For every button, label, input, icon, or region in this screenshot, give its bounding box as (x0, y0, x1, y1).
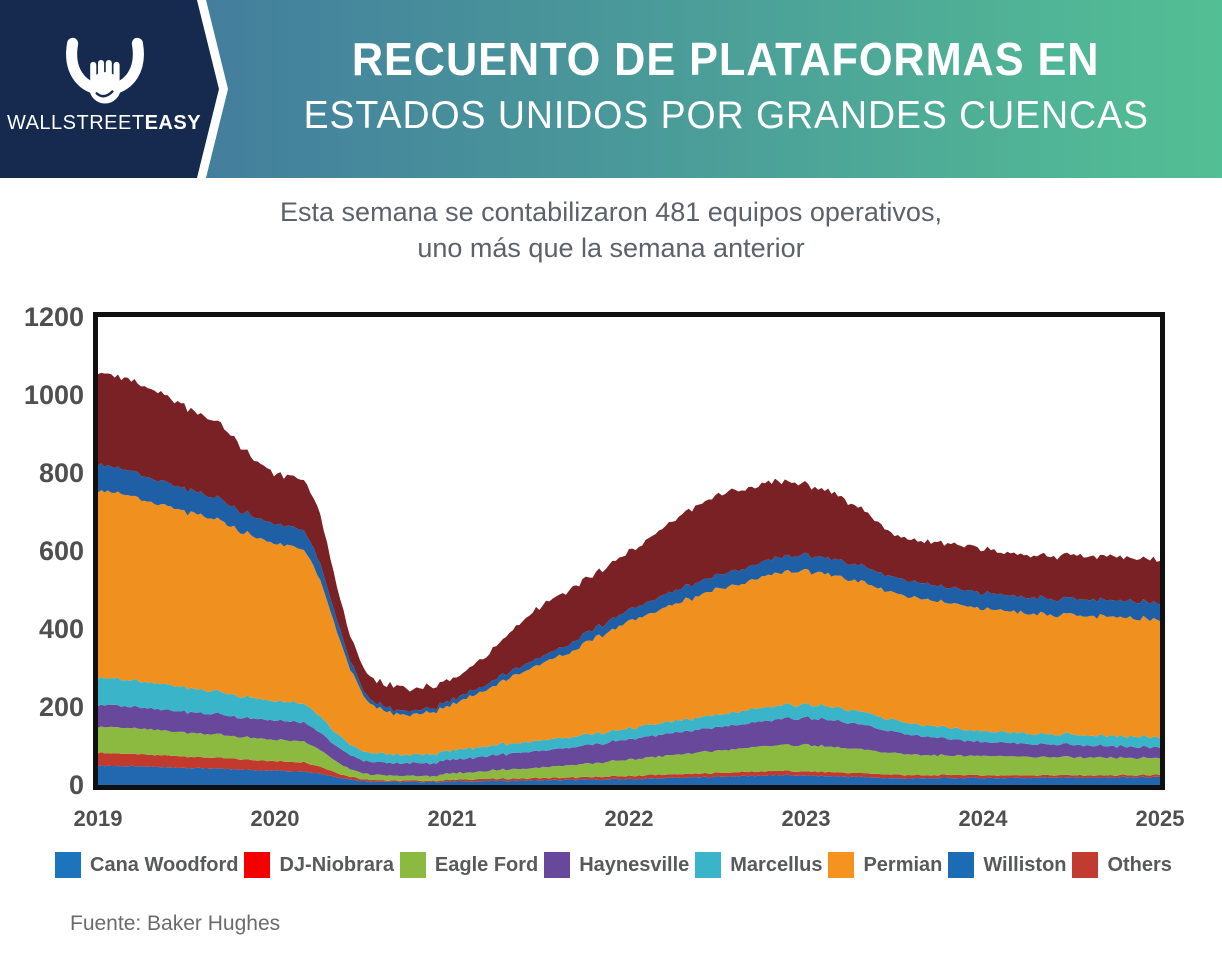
chart-subtitle-line2: uno más que la semana anterior (417, 233, 805, 264)
brand-wordmark-bold: EASY (144, 112, 202, 134)
source-note: Fuente: Baker Hughes (70, 912, 281, 935)
x-tick-label-2019: 2019 (73, 806, 123, 831)
legend-label: Williston (983, 853, 1067, 876)
page-title-line1: RECUENTO DE PLATAFORMAS EN (352, 33, 1100, 85)
chart-subtitle-line1: Esta semana se contabilizaron 481 equipo… (280, 197, 942, 227)
area-series-eagle-ford (98, 726, 1160, 782)
legend-item-dj-niobrara: DJ-Niobrara (244, 852, 394, 878)
legend-item-marcellus: Marcellus (695, 852, 823, 878)
legend-label: Others (1107, 853, 1172, 876)
legend-item-cana-woodford: Cana Woodford (55, 852, 239, 878)
brand-wordmark-light: WALLSTREET (6, 112, 145, 134)
brand-wordmark: WALLSTREETEASY (0, 112, 208, 135)
header-banner: WALLSTREETEASY RECUENTO DE PLATAFORMAS E… (0, 0, 1222, 178)
chart-subtitle: Esta semana se contabilizaron 481 equipo… (0, 194, 1222, 267)
legend-swatch (948, 852, 975, 878)
legend-label: Cana Woodford (90, 853, 239, 876)
legend-item-haynesville: Haynesville (544, 852, 689, 878)
area-series-williston (98, 463, 1160, 717)
legend-swatch (544, 852, 571, 878)
x-tick-label-2025: 2025 (1135, 806, 1185, 831)
stacked-area-svg (98, 372, 1160, 785)
legend-label: Marcellus (730, 853, 823, 876)
chevron-stripe (197, 0, 228, 178)
x-tick-label-2023: 2023 (781, 806, 831, 831)
legend-swatch (244, 852, 271, 878)
y-tick-label-1000: 1000 (23, 380, 84, 410)
x-tick-label-2022: 2022 (604, 806, 654, 831)
x-tick-label-2024: 2024 (958, 806, 1008, 831)
legend-swatch (55, 852, 81, 878)
legend-item-eagle-ford: Eagle Ford (399, 852, 539, 878)
legend-swatch (1072, 852, 1099, 878)
y-tick-label-400: 400 (38, 614, 84, 644)
area-series-permian (98, 490, 1160, 756)
y-tick-label-1200: 1200 (23, 302, 84, 332)
legend-swatch (399, 852, 426, 878)
legend-label: Eagle Ford (434, 853, 539, 876)
plot-area (93, 312, 1165, 790)
brand-panel: WALLSTREETEASY (0, 0, 210, 178)
legend-item-permian: Permian (828, 852, 942, 878)
legend: Cana Woodford DJ-Niobrara Eagle Ford Haynes… (55, 852, 1172, 878)
x-tick-label-2020: 2020 (250, 806, 300, 831)
y-tick-label-0: 0 (68, 770, 84, 800)
legend-swatch (828, 852, 855, 878)
area-series-dj-niobrara (98, 752, 1160, 783)
legend-label: DJ-Niobrara (279, 853, 394, 876)
bull-icon (66, 37, 144, 104)
legend-item-others: Others (1072, 852, 1172, 878)
legend-label: Haynesville (579, 853, 690, 876)
area-series-haynesville (98, 704, 1160, 777)
y-tick-label-800: 800 (38, 458, 84, 488)
y-tick-label-600: 600 (38, 536, 84, 566)
legend-swatch (695, 852, 722, 878)
legend-item-williston: Williston (948, 852, 1067, 878)
area-series-marcellus (98, 676, 1160, 765)
page-title: RECUENTO DE PLATAFORMAS EN ESTADOS UNIDO… (238, 32, 1214, 138)
x-tick-label-2021: 2021 (427, 806, 477, 831)
page-title-line2: ESTADOS UNIDOS POR GRANDES CUENCAS (303, 94, 1149, 137)
y-tick-label-200: 200 (38, 692, 84, 722)
area-series-cana-woodford (98, 765, 1160, 785)
legend-label: Permian (863, 853, 943, 876)
